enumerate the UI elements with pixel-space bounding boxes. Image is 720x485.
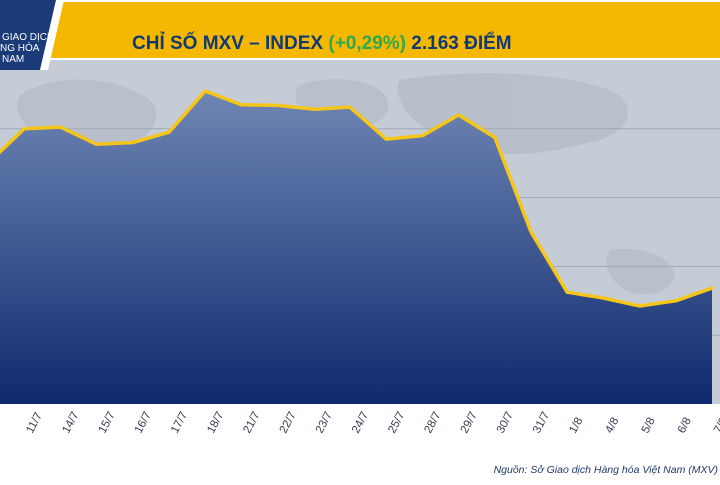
data-point-4-8 [601,296,605,300]
data-point-14-7 [58,125,62,129]
logo-text-line1: GIAO DỊCH [2,32,54,43]
x-tick-label: 15/7 [97,410,118,435]
data-point-17-7 [167,130,171,134]
data-point-28-7 [420,134,424,138]
data-point-11-7 [22,127,26,131]
x-tick-label: 4/8 [603,416,621,436]
title-change: (+0,29%) [328,33,406,54]
x-tick-label: 24/7 [350,410,371,435]
data-point-16-7 [131,141,135,145]
x-tick-label: 14/7 [60,410,81,435]
data-point-23-7 [312,107,316,111]
data-point-22-7 [276,103,280,107]
data-point-24-7 [348,105,352,109]
x-axis-tick-labels: 11/7 14/7 15/7 16/7 17/7 18/7 21/7 22/7 23/7 24/7… [24,410,720,435]
x-tick-label: 1/8 [567,416,585,436]
x-tick-label: 21/7 [241,410,262,435]
chart-title: CHỈ SỐ MXV – INDEX (+0,29%) 2.163 ĐIỂM [132,32,512,54]
data-point-7-8 [710,286,714,290]
x-tick-label: 23/7 [314,410,335,435]
data-point-1-8 [565,290,569,294]
data-point-30-7 [493,135,497,139]
x-tick-label: 22/7 [278,410,299,435]
x-tick-label: 28/7 [422,410,443,435]
data-point-18-7 [203,89,207,93]
logo-text-line3: NAM [2,54,24,65]
x-tick-label: 7/8 [712,416,720,436]
logo-text-line2: NG HÓA [0,41,40,54]
x-tick-label: 6/8 [676,416,694,436]
x-tick-label: 11/7 [24,411,45,436]
x-tick-label: 29/7 [459,410,480,435]
title-value: 2.163 ĐIỂM [406,32,512,54]
x-tick-label: 16/7 [133,410,154,435]
x-tick-label: 17/7 [169,410,190,435]
data-point-25-7 [384,137,388,141]
x-tick-label: 30/7 [495,410,516,435]
header-banner [44,2,720,58]
source-note: Nguồn: Sở Giao dịch Hàng hóa Việt Nam (M… [493,464,718,476]
logo-accent [40,0,64,70]
x-tick-label: 25/7 [386,410,407,435]
data-point-6-8 [674,299,678,303]
data-point-29-7 [457,113,461,117]
data-point-21-7 [239,103,243,107]
series-area [0,90,712,404]
data-point-5-8 [638,304,642,308]
x-tick-label: 5/8 [640,416,658,436]
x-tick-label: 18/7 [205,410,226,435]
title-prefix: CHỈ SỐ MXV – INDEX [132,32,328,54]
data-point-15-7 [95,142,99,146]
data-point-31-7 [529,230,533,234]
x-tick-label: 31/7 [531,410,552,435]
